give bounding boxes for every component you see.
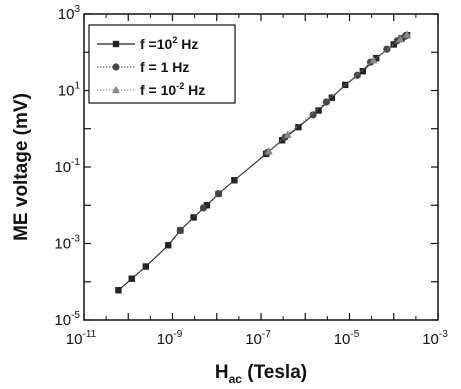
x-tick-label-1-base: 10	[157, 331, 174, 348]
legend-marker-circle	[112, 63, 120, 71]
y-tick-label-4-exp: 3	[74, 4, 80, 15]
x-tick-label-2-base: 10	[245, 331, 262, 348]
y-tick-label-3-base: 10	[58, 83, 75, 100]
triangle-point	[369, 55, 378, 64]
x-axis-title: Hac (Tesla)	[215, 362, 307, 386]
y-tick-label-2-exp: -1	[71, 157, 80, 168]
circle-point	[309, 111, 317, 119]
square-point	[142, 263, 150, 270]
legend-label-2-text: f = 10	[140, 82, 176, 98]
square-point	[231, 177, 238, 184]
x-axis-title-unit: (Tesla)	[242, 362, 307, 383]
x-tick-label-3-exp: -5	[350, 329, 359, 340]
triangle-point	[403, 30, 412, 38]
x-axis-title-subscript: ac	[229, 372, 243, 386]
x-tick-label-4-base: 10	[422, 331, 439, 348]
square-point	[342, 81, 349, 89]
y-tick-label-1-exp: -3	[71, 234, 80, 245]
legend-label-2: f = 10-2 Hz	[140, 81, 205, 98]
x-tick-label-0: 10-11	[66, 329, 97, 348]
square-point	[359, 67, 367, 75]
y-tick-label-0-exp: -5	[71, 310, 80, 321]
legend-marker-square	[112, 40, 120, 48]
x-tick-label-4-exp: -3	[439, 329, 448, 340]
series-triangle	[264, 30, 412, 155]
y-tick-label-3-exp: 1	[74, 81, 80, 92]
triangle-point	[264, 146, 273, 155]
y-tick-label-3: 101	[58, 81, 81, 100]
legend-label-0: f =102 Hz	[140, 35, 198, 52]
x-tick-label-2: 10-7	[245, 329, 271, 348]
circle-point	[383, 45, 391, 53]
x-tick-label-1-exp: -9	[173, 329, 182, 340]
x-tick-label-0-base: 10	[66, 331, 83, 348]
y-tick-label-1: 10-3	[54, 234, 80, 253]
square-point	[115, 287, 122, 294]
x-tick-label-3: 10-5	[334, 329, 360, 348]
circle-point	[199, 204, 208, 212]
y-tick-label-2-base: 10	[54, 159, 71, 176]
legend-label-2-exp: -2	[176, 81, 184, 91]
y-tick-label-4: 103	[58, 4, 81, 23]
x-tick-label-0-exp: -11	[82, 329, 96, 340]
legend-marker-triangle	[112, 85, 120, 94]
square-point	[390, 41, 397, 48]
legend-label-0-exp: 2	[172, 35, 177, 45]
circle-point	[176, 226, 184, 235]
x-tick-label-3-base: 10	[334, 331, 351, 348]
circle-point	[322, 98, 330, 106]
y-tick-label-0-base: 10	[54, 312, 71, 329]
plot-series	[115, 30, 412, 294]
x-tick-label-4: 10-3	[422, 329, 448, 348]
legend: f =102 Hz f = 1 Hz f = 10-2 Hz	[88, 24, 236, 104]
y-tick-label-2: 10-1	[54, 157, 80, 176]
square-point	[165, 242, 172, 249]
circle-point	[353, 71, 361, 79]
y-tick-label-4-base: 10	[58, 6, 75, 23]
legend-items: f =102 Hz f = 1 Hz f = 10-2 Hz	[97, 35, 205, 98]
x-axis: 10-11 10-9 10-7 10-5 10-3	[66, 14, 448, 348]
legend-label-0-text: f =10	[140, 36, 173, 52]
legend-label-2-unit: Hz	[184, 82, 205, 98]
triangle-point	[396, 34, 405, 43]
x-tick-label-1: 10-9	[157, 329, 183, 348]
square-point	[128, 275, 135, 282]
x-tick-label-2-exp: -7	[262, 329, 271, 340]
legend-label-0-unit: Hz	[177, 36, 198, 52]
legend-label-1-text: f = 1 Hz	[140, 59, 189, 75]
circle-point	[214, 190, 223, 198]
x-axis-title-main: H	[215, 362, 229, 383]
square-point	[315, 107, 322, 114]
triangle-point	[283, 130, 292, 138]
y-tick-label-0: 10-5	[54, 310, 80, 329]
y-axis-title: ME voltage (mV)	[11, 93, 32, 241]
legend-label-1: f = 1 Hz	[140, 59, 189, 75]
y-tick-label-1-base: 10	[54, 236, 71, 253]
